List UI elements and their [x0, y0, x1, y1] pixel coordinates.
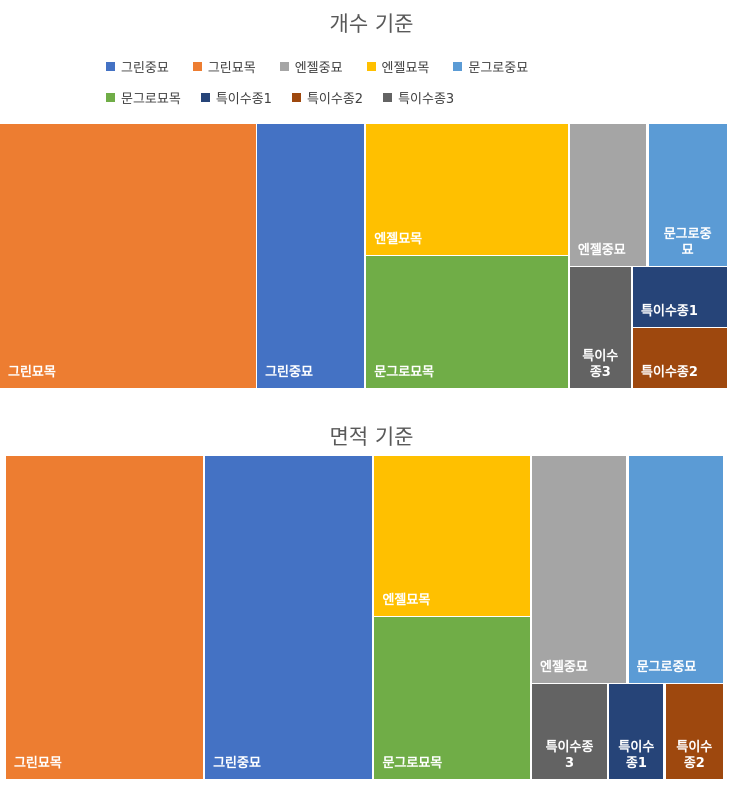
legend-label: 문그로중묘 — [468, 61, 529, 76]
treemap-tile: 그린묘목 — [0, 124, 257, 388]
treemap-tile: 특이수 종3 — [569, 267, 631, 388]
legend-swatch — [192, 62, 202, 71]
tile-label: 그린묘목 — [13, 756, 62, 771]
treemap-tile: 문그로중묘 — [628, 456, 723, 684]
legend-label: 특이수종3 — [398, 92, 455, 107]
tile-label: 특이수 종1 — [618, 739, 655, 771]
treemap-tile: 특이수종1 — [633, 267, 727, 327]
tile-label: 그린중묘 — [265, 365, 313, 380]
legend-label: 특이수종2 — [306, 92, 364, 107]
legend-item: 그린중묘 — [106, 57, 169, 76]
legend-swatch — [200, 93, 210, 102]
legend-item: 문그로중묘 — [453, 57, 528, 76]
treemap-tile: 특이수 종1 — [609, 684, 664, 779]
legend-item: 문그로묘목 — [106, 88, 181, 107]
tile-label: 특이수종 3 — [545, 739, 594, 771]
legend-item: 엔젤묘목 — [366, 57, 430, 76]
legend-swatch — [453, 62, 463, 71]
treemap-tile: 그린중묘 — [205, 456, 373, 779]
legend-label: 엔젤중묘 — [294, 61, 343, 76]
legend-label: 문그로묘목 — [121, 92, 181, 107]
chart-title-count: 개수 기준 — [329, 12, 414, 36]
tile-label: 그린중묘 — [213, 756, 261, 771]
treemap-tile: 그린중묘 — [257, 124, 365, 388]
tile-label: 엔젤중묘 — [577, 243, 626, 259]
legend-row-1: 그린중묘 그린묘목 엔젤중묘 엔젤묘목 문그로중묘 — [106, 57, 528, 76]
tile-label: 문그로중 묘 — [663, 227, 712, 259]
legend-swatch — [106, 93, 115, 102]
tile-label: 특이수종1 — [641, 303, 698, 319]
treemap-tile: 엔젤중묘 — [531, 456, 627, 684]
legend-item: 특이수종2 — [291, 88, 364, 107]
treemap-tile: 특이수종2 — [633, 327, 727, 388]
tile-label: 엔젤중묘 — [539, 660, 588, 676]
treemap-tile: 그린묘목 — [5, 456, 203, 779]
treemap-tile: 엔젤묘목 — [366, 124, 568, 256]
treemap-tile: 문그로중 묘 — [648, 124, 727, 267]
legend-label: 특이수종1 — [215, 92, 272, 107]
legend-swatch — [279, 62, 289, 71]
legend-item: 특이수종1 — [200, 88, 272, 107]
tile-label: 문그로묘목 — [382, 755, 443, 771]
tile-label: 특이수 종3 — [582, 348, 619, 380]
legend-item: 특이수종3 — [383, 88, 454, 107]
treemap-tile: 문그로묘목 — [366, 256, 568, 388]
treemap-tile: 특이수종 3 — [531, 684, 608, 779]
legend-swatch — [366, 62, 376, 71]
chart-title-area: 면적 기준 — [329, 425, 414, 449]
legend-swatch — [383, 93, 393, 102]
legend-label: 그린중묘 — [121, 61, 169, 76]
tile-label: 엔젤묘목 — [382, 592, 431, 608]
legend-item: 그린묘목 — [192, 57, 256, 76]
legend-swatch — [106, 62, 115, 71]
tile-label: 그린묘목 — [8, 365, 56, 380]
tile-label: 엔젤묘목 — [374, 232, 423, 248]
treemap-tile: 문그로묘목 — [374, 616, 530, 779]
legend-label: 그린묘목 — [207, 61, 256, 76]
treemap-tile: 엔젤묘목 — [374, 456, 530, 616]
legend-item: 엔젤중묘 — [279, 57, 343, 76]
legend-label: 엔젤묘목 — [381, 61, 430, 76]
tile-label: 특이수 종2 — [676, 739, 713, 771]
treemap-tile: 엔젤중묘 — [569, 124, 647, 267]
tile-label: 특이수종2 — [641, 364, 698, 380]
tile-label: 문그로중묘 — [636, 660, 697, 676]
legend-row-2: 문그로묘목 특이수종1 특이수종2 특이수종3 — [106, 88, 454, 107]
legend-swatch — [291, 93, 301, 102]
tile-label: 문그로묘목 — [374, 365, 435, 380]
treemap-tile: 특이수 종2 — [665, 684, 723, 779]
